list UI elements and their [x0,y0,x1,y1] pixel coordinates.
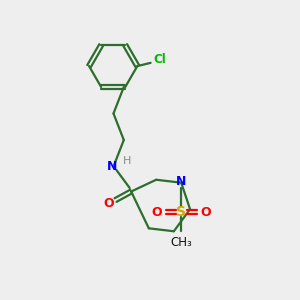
Text: O: O [103,197,114,210]
Text: CH₃: CH₃ [170,236,192,249]
Text: O: O [200,206,211,219]
Text: O: O [152,206,162,219]
Text: H: H [123,156,131,166]
Text: Cl: Cl [154,53,166,66]
Text: N: N [176,175,186,188]
Text: S: S [176,205,186,219]
Text: N: N [107,160,117,173]
